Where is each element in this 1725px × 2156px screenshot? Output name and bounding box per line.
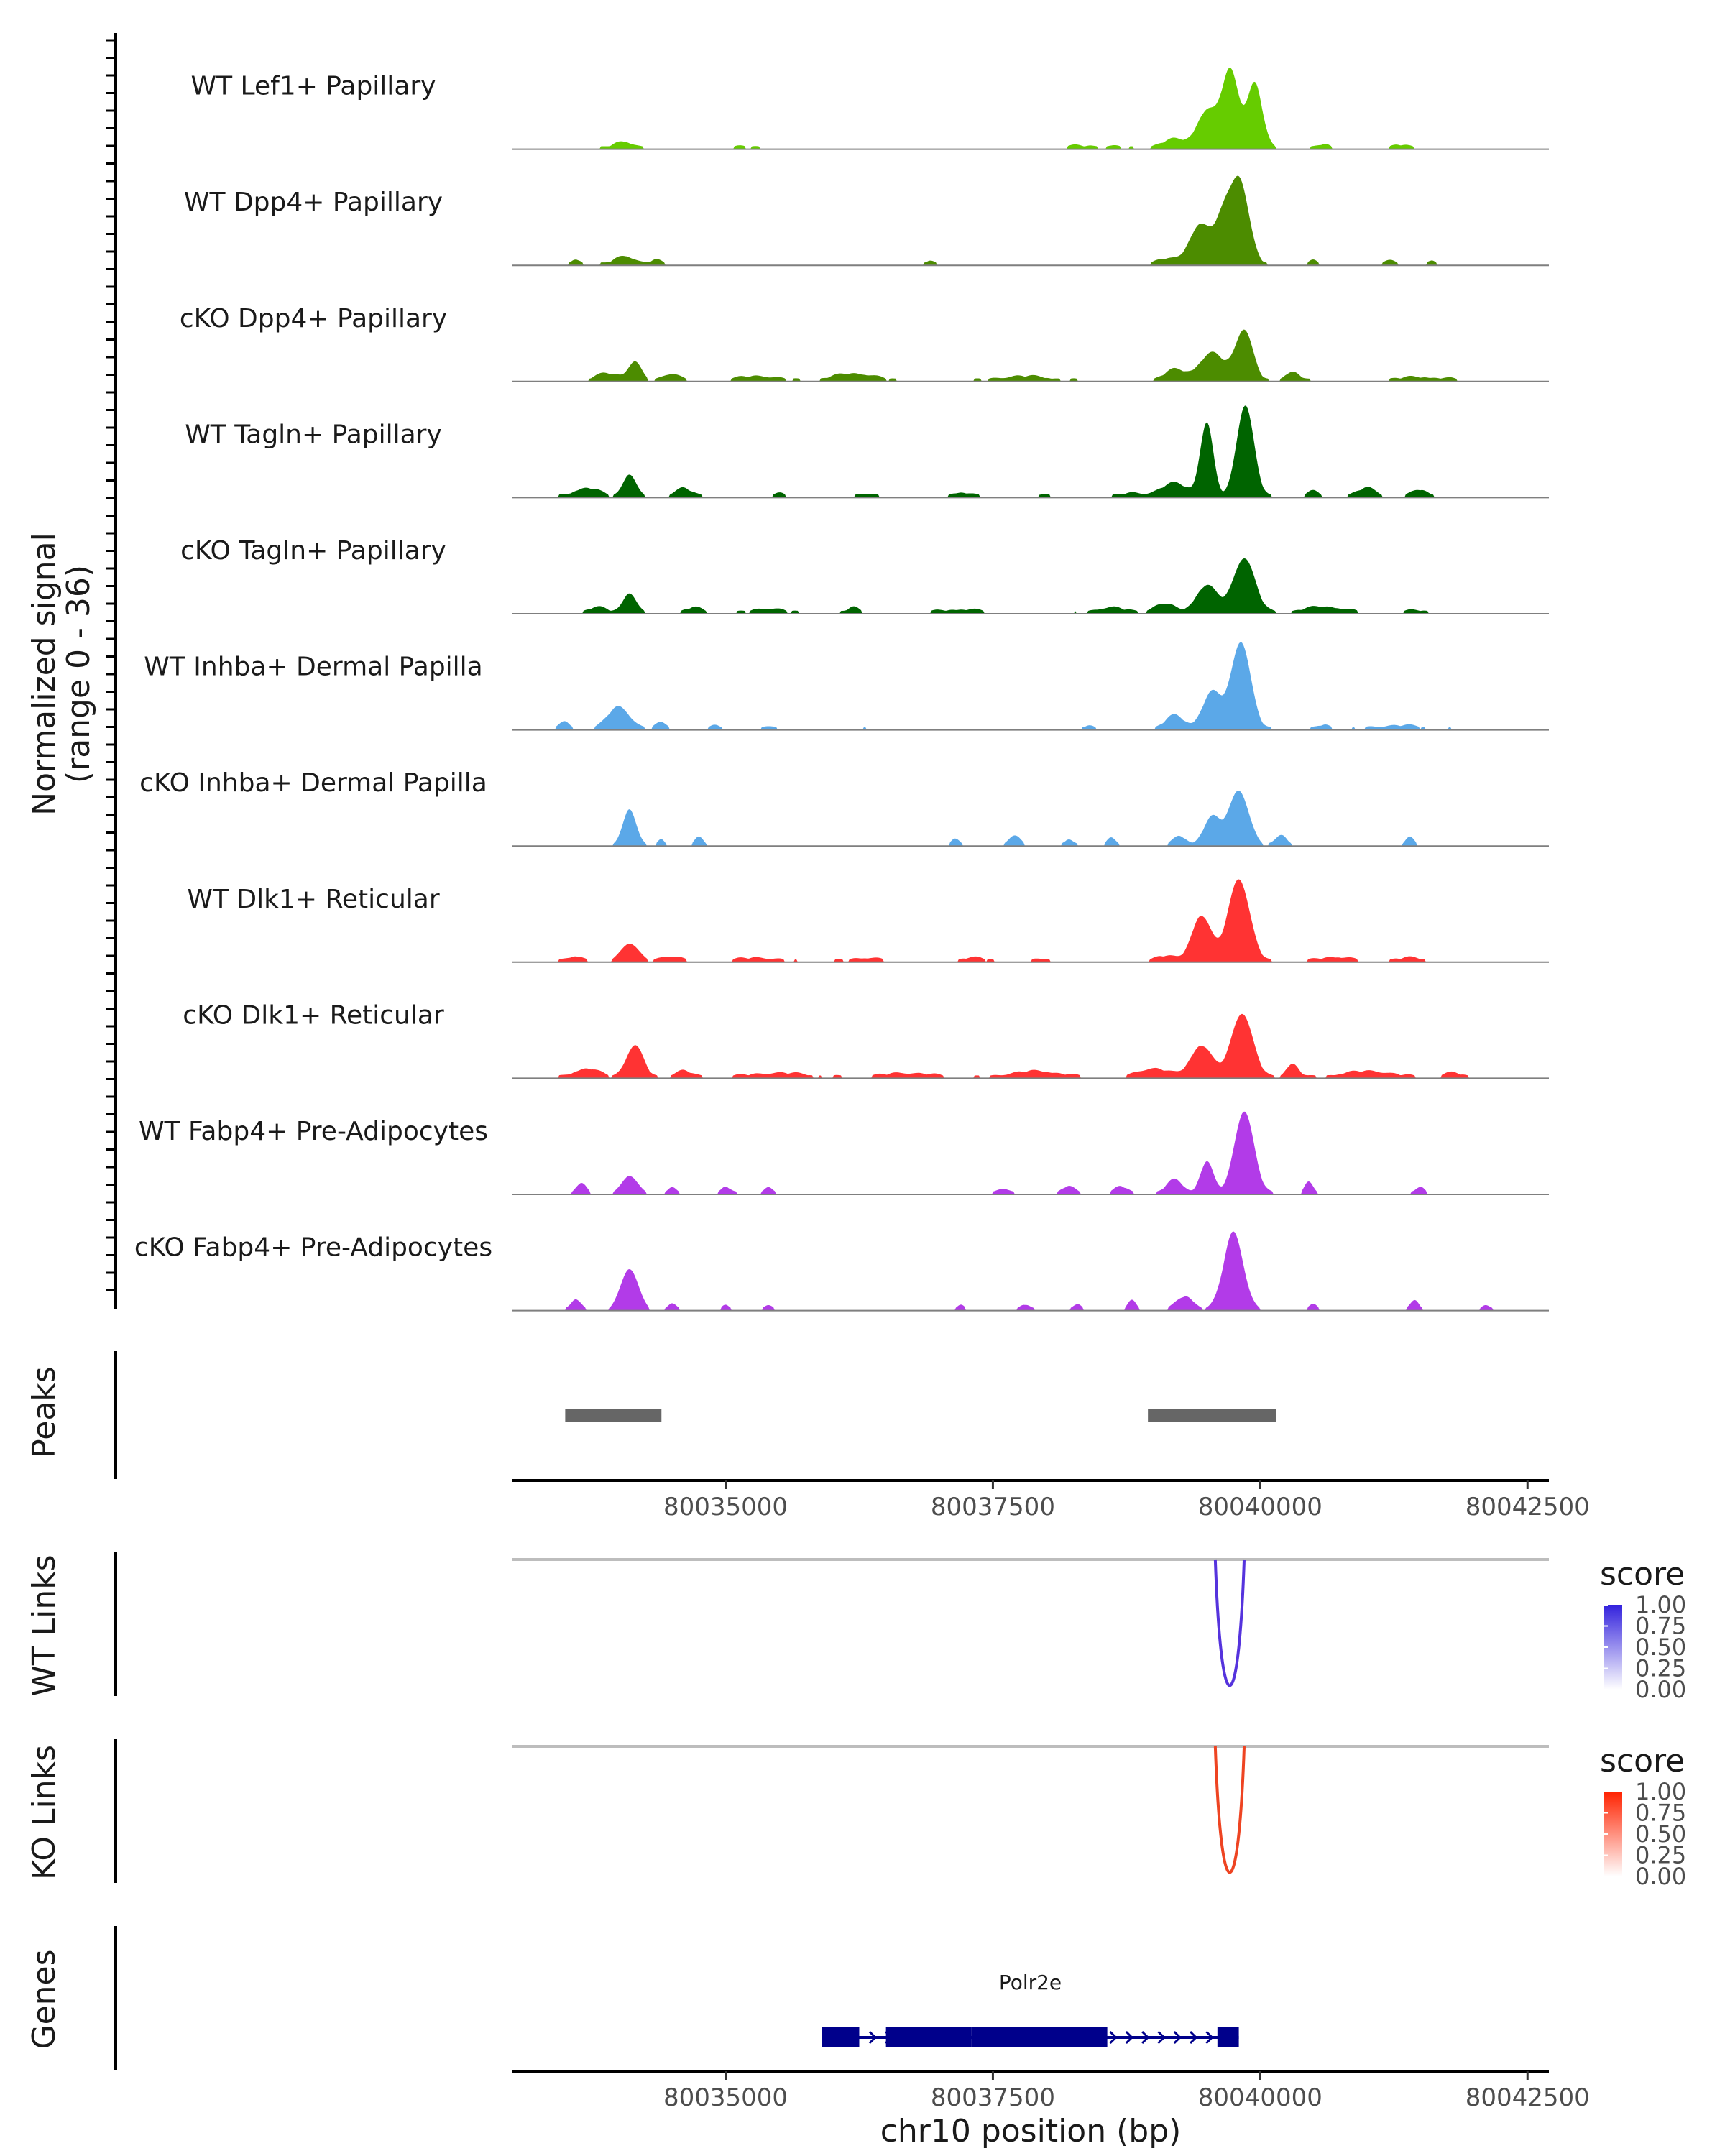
strand-arrow-icon bbox=[868, 2030, 877, 2045]
peak-region bbox=[565, 1409, 662, 1422]
coverage-track-4: cKO Tagln+ Papillary bbox=[180, 536, 1549, 614]
strand-arrow-icon bbox=[1205, 2030, 1214, 2045]
x-axis-title: chr10 position (bp) bbox=[880, 2113, 1182, 2150]
coverage-area bbox=[512, 1013, 1549, 1079]
coverage-track-2: cKO Dpp4+ Papillary bbox=[180, 304, 1549, 382]
x-axis-top-ticks: 80035000 80037500 80040000 80042500 bbox=[663, 1480, 1590, 1521]
coverage-track-8: cKO Dlk1+ Reticular bbox=[183, 1000, 1549, 1079]
coverage-track-label: WT Dlk1+ Reticular bbox=[187, 885, 439, 914]
coverage-track-label: cKO Dpp4+ Papillary bbox=[180, 304, 447, 333]
gene-exon bbox=[1217, 2027, 1239, 2047]
strand-arrow-icon bbox=[1157, 2030, 1166, 2045]
legend-tick-label: 1.00 bbox=[1635, 1591, 1686, 1618]
coverage-area bbox=[512, 329, 1549, 382]
coverage-track-7: WT Dlk1+ Reticular bbox=[187, 879, 1549, 963]
legend-tick-label: 0.25 bbox=[1635, 1655, 1686, 1682]
legend-tick-label: 0.00 bbox=[1635, 1863, 1686, 1890]
legend-tick-label: 0.50 bbox=[1635, 1634, 1686, 1661]
x-tick-label: 80037500 bbox=[931, 1493, 1055, 1521]
coverage-track-label: cKO Tagln+ Papillary bbox=[180, 536, 446, 566]
wt-score-legend: score 1.000.750.500.250.00 bbox=[1600, 1556, 1686, 1703]
gene-models: Polr2e bbox=[822, 1971, 1239, 2047]
coverage-track-label: WT Lef1+ Papillary bbox=[191, 72, 436, 101]
genes-track-label: Genes bbox=[26, 1949, 63, 2049]
wt-link-arc bbox=[1213, 1559, 1246, 1687]
peak-region bbox=[1148, 1409, 1276, 1422]
coverage-area bbox=[512, 1111, 1549, 1194]
x-tick-label: 80035000 bbox=[663, 2083, 788, 2112]
strand-arrow-icon bbox=[1125, 2030, 1133, 2045]
coverage-track-label: WT Fabp4+ Pre-Adipocytes bbox=[139, 1117, 488, 1146]
x-tick-label: 80040000 bbox=[1198, 1493, 1322, 1521]
ko-link-arc bbox=[1213, 1746, 1246, 1874]
x-tick-label: 80042500 bbox=[1466, 2083, 1590, 2112]
legend-tick-label: 0.25 bbox=[1635, 1842, 1686, 1869]
gene-exon bbox=[886, 2027, 972, 2047]
ko-legend-title: score bbox=[1600, 1743, 1685, 1779]
coverage-ylabel-line1: Normalized signal bbox=[26, 533, 63, 816]
coverage-area bbox=[512, 558, 1549, 614]
peaks-track-label: Peaks bbox=[26, 1366, 63, 1457]
legend-tick-label: 1.00 bbox=[1635, 1778, 1686, 1805]
strand-arrow-icon bbox=[1173, 2030, 1182, 2045]
strand-arrow-icon bbox=[1141, 2030, 1150, 2045]
gene-exon bbox=[822, 2027, 860, 2047]
coverage-area bbox=[512, 68, 1549, 149]
coverage-y-ticks bbox=[106, 39, 116, 1291]
strand-arrow-icon bbox=[1190, 2030, 1198, 2045]
x-tick-label: 80042500 bbox=[1466, 1493, 1590, 1521]
coverage-track-6: cKO Inhba+ Dermal Papilla bbox=[139, 768, 1549, 847]
legend-tick-label: 0.75 bbox=[1635, 1800, 1686, 1827]
coverage-area bbox=[512, 175, 1549, 266]
x-tick-label: 80040000 bbox=[1198, 2083, 1322, 2112]
ko-score-legend: score 1.000.750.500.250.00 bbox=[1600, 1743, 1686, 1890]
legend-tick-label: 0.50 bbox=[1635, 1820, 1686, 1848]
coverage-track-10: cKO Fabp4+ Pre-Adipocytes bbox=[134, 1231, 1549, 1312]
coverage-track-1: WT Dpp4+ Papillary bbox=[184, 175, 1549, 267]
coverage-area bbox=[512, 879, 1549, 962]
gene-exon bbox=[971, 2027, 1108, 2047]
legend-tick-label: 0.75 bbox=[1635, 1613, 1686, 1640]
coverage-area bbox=[512, 642, 1549, 730]
strand-arrow-icon bbox=[1109, 2030, 1118, 2045]
coverage-ylabel-line2: (range 0 - 36) bbox=[60, 565, 97, 783]
ko-links-track-label: KO Links bbox=[26, 1745, 63, 1880]
coverage-tracks: WT Lef1+ Papillary WT Dpp4+ Papillary cKO … bbox=[134, 68, 1549, 1312]
coverage-area bbox=[512, 405, 1549, 498]
peak-regions bbox=[565, 1409, 1276, 1422]
x-tick-label: 80035000 bbox=[663, 1493, 788, 1521]
coverage-track-label: cKO Inhba+ Dermal Papilla bbox=[139, 768, 487, 798]
coverage-track-0: WT Lef1+ Papillary bbox=[191, 68, 1549, 150]
coverage-track-label: WT Dpp4+ Papillary bbox=[184, 188, 443, 217]
coverage-track-9: WT Fabp4+ Pre-Adipocytes bbox=[139, 1111, 1549, 1195]
coverage-track-3: WT Tagln+ Papillary bbox=[185, 405, 1549, 499]
legend-tick-label: 0.00 bbox=[1635, 1676, 1686, 1703]
coverage-track-5: WT Inhba+ Dermal Papilla bbox=[144, 642, 1549, 731]
gene-Polr2e: Polr2e bbox=[822, 1971, 1239, 2047]
x-axis-bottom-ticks: 80035000 80037500 80040000 80042500 bbox=[663, 2071, 1590, 2112]
coverage-track-label: cKO Fabp4+ Pre-Adipocytes bbox=[134, 1233, 492, 1263]
x-tick-label: 80037500 bbox=[931, 2083, 1055, 2112]
coverage-track-label: WT Tagln+ Papillary bbox=[185, 420, 442, 449]
coverage-area bbox=[512, 791, 1549, 847]
coverage-track-label: WT Inhba+ Dermal Papilla bbox=[144, 653, 482, 682]
coverage-track-label: cKO Dlk1+ Reticular bbox=[183, 1000, 444, 1030]
wt-legend-title: score bbox=[1600, 1556, 1685, 1593]
coverage-area bbox=[512, 1231, 1549, 1311]
gene-name-label: Polr2e bbox=[999, 1971, 1062, 1994]
wt-links-track-label: WT Links bbox=[26, 1554, 63, 1696]
